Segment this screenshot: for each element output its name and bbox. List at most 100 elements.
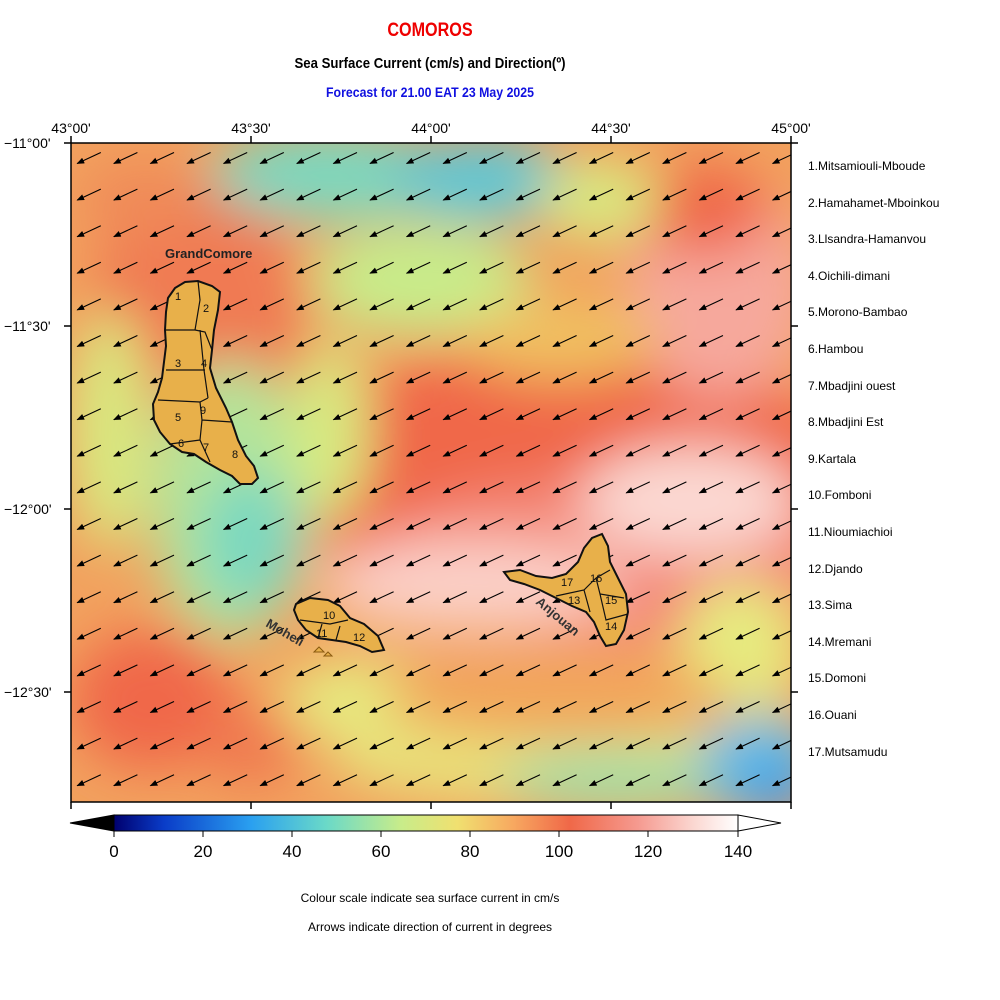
current-arrow — [771, 703, 791, 713]
current-arrow — [662, 152, 687, 164]
current-arrow — [771, 520, 791, 530]
current-arrow — [222, 518, 248, 530]
current-arrow — [113, 481, 138, 494]
current-arrow — [625, 664, 651, 677]
current-arrow — [369, 774, 394, 787]
current-arrow — [625, 444, 651, 457]
current-arrow — [369, 261, 394, 274]
current-arrow — [771, 227, 791, 238]
current-arrow — [186, 774, 211, 787]
current-arrow — [515, 444, 541, 457]
current-arrow — [662, 591, 687, 604]
current-arrow — [113, 737, 138, 750]
current-arrow — [735, 737, 760, 750]
region-number-12: 12 — [353, 632, 365, 644]
current-arrow — [625, 481, 651, 494]
current-arrow — [113, 774, 138, 787]
current-arrow — [515, 152, 541, 164]
current-arrow — [479, 335, 504, 347]
current-arrow — [149, 774, 175, 787]
current-arrow — [332, 481, 358, 494]
current-arrow — [625, 591, 651, 604]
current-arrow — [515, 371, 541, 384]
current-arrow — [771, 300, 791, 311]
label-grand-comore: GrandComore — [165, 246, 252, 261]
current-arrow — [698, 627, 724, 640]
lon-label-43-00: 43°00' — [51, 120, 91, 136]
current-arrow — [552, 554, 577, 567]
current-arrow — [771, 154, 791, 164]
region-number-14: 14 — [605, 621, 617, 633]
current-arrow — [698, 444, 724, 457]
current-arrow — [76, 408, 102, 421]
current-arrow — [515, 518, 541, 530]
current-arrow — [625, 518, 651, 530]
current-arrow — [259, 408, 285, 421]
legend-item-2: 2.Hamahamet-Mboinkou — [808, 195, 940, 210]
lat-label-11-00: −11°00' — [4, 135, 51, 151]
current-arrow — [588, 335, 614, 347]
colorbar-tick-0: 0 — [109, 842, 119, 861]
current-arrow — [442, 188, 468, 201]
current-arrow — [735, 371, 760, 384]
current-arrow — [662, 664, 687, 677]
current-arrow — [222, 774, 248, 787]
current-arrow — [479, 518, 504, 530]
current-arrow — [113, 518, 138, 530]
current-arrow — [332, 664, 358, 677]
current-arrow — [735, 188, 760, 201]
current-arrow — [369, 664, 394, 677]
current-arrow — [222, 701, 248, 713]
current-arrow — [332, 225, 358, 238]
current-arrow — [113, 335, 138, 347]
current-arrow — [735, 701, 760, 713]
current-arrow — [296, 664, 321, 677]
current-arrow — [296, 554, 321, 567]
current-arrow — [369, 298, 394, 311]
current-arrow — [735, 664, 760, 677]
current-arrow — [698, 298, 724, 311]
island-anjouan — [502, 532, 630, 648]
current-arrow — [332, 774, 358, 787]
current-arrow — [296, 481, 321, 494]
current-arrow — [479, 298, 504, 311]
current-arrow — [515, 481, 541, 494]
lat-label-12-30: −12°30' — [4, 684, 52, 700]
current-arrow — [698, 737, 724, 750]
current-arrow — [259, 481, 285, 494]
legend-item-15: 15.Domoni — [808, 671, 867, 686]
current-arrow — [113, 408, 138, 421]
current-arrow — [442, 774, 468, 787]
current-arrow — [259, 774, 285, 787]
current-arrow — [405, 298, 431, 311]
current-arrow — [552, 225, 577, 238]
current-arrow — [479, 408, 504, 421]
lon-label-44-30: 44°30' — [591, 120, 631, 136]
current-arrow — [369, 225, 394, 238]
current-arrow — [405, 774, 431, 787]
current-arrow — [552, 627, 577, 640]
colorbar-tick-120: 120 — [633, 842, 663, 861]
current-arrow — [771, 630, 791, 640]
current-arrow — [332, 261, 358, 274]
current-arrow — [479, 152, 504, 164]
current-arrow — [442, 518, 468, 530]
region-number-8: 8 — [232, 449, 238, 461]
current-arrow — [405, 225, 431, 238]
current-arrow — [222, 371, 248, 384]
current-arrow — [515, 664, 541, 677]
current-arrow — [771, 373, 791, 384]
current-arrow — [186, 152, 211, 164]
current-arrow — [405, 152, 431, 164]
current-arrow — [332, 737, 358, 750]
current-arrow — [552, 371, 577, 384]
current-arrow — [442, 335, 468, 347]
current-arrow — [259, 591, 285, 604]
current-arrow — [552, 444, 577, 457]
current-arrow — [186, 737, 211, 750]
current-arrow — [76, 225, 102, 238]
current-arrow — [662, 774, 687, 787]
current-arrow — [332, 701, 358, 713]
current-arrow — [479, 737, 504, 750]
current-arrow — [662, 225, 687, 238]
